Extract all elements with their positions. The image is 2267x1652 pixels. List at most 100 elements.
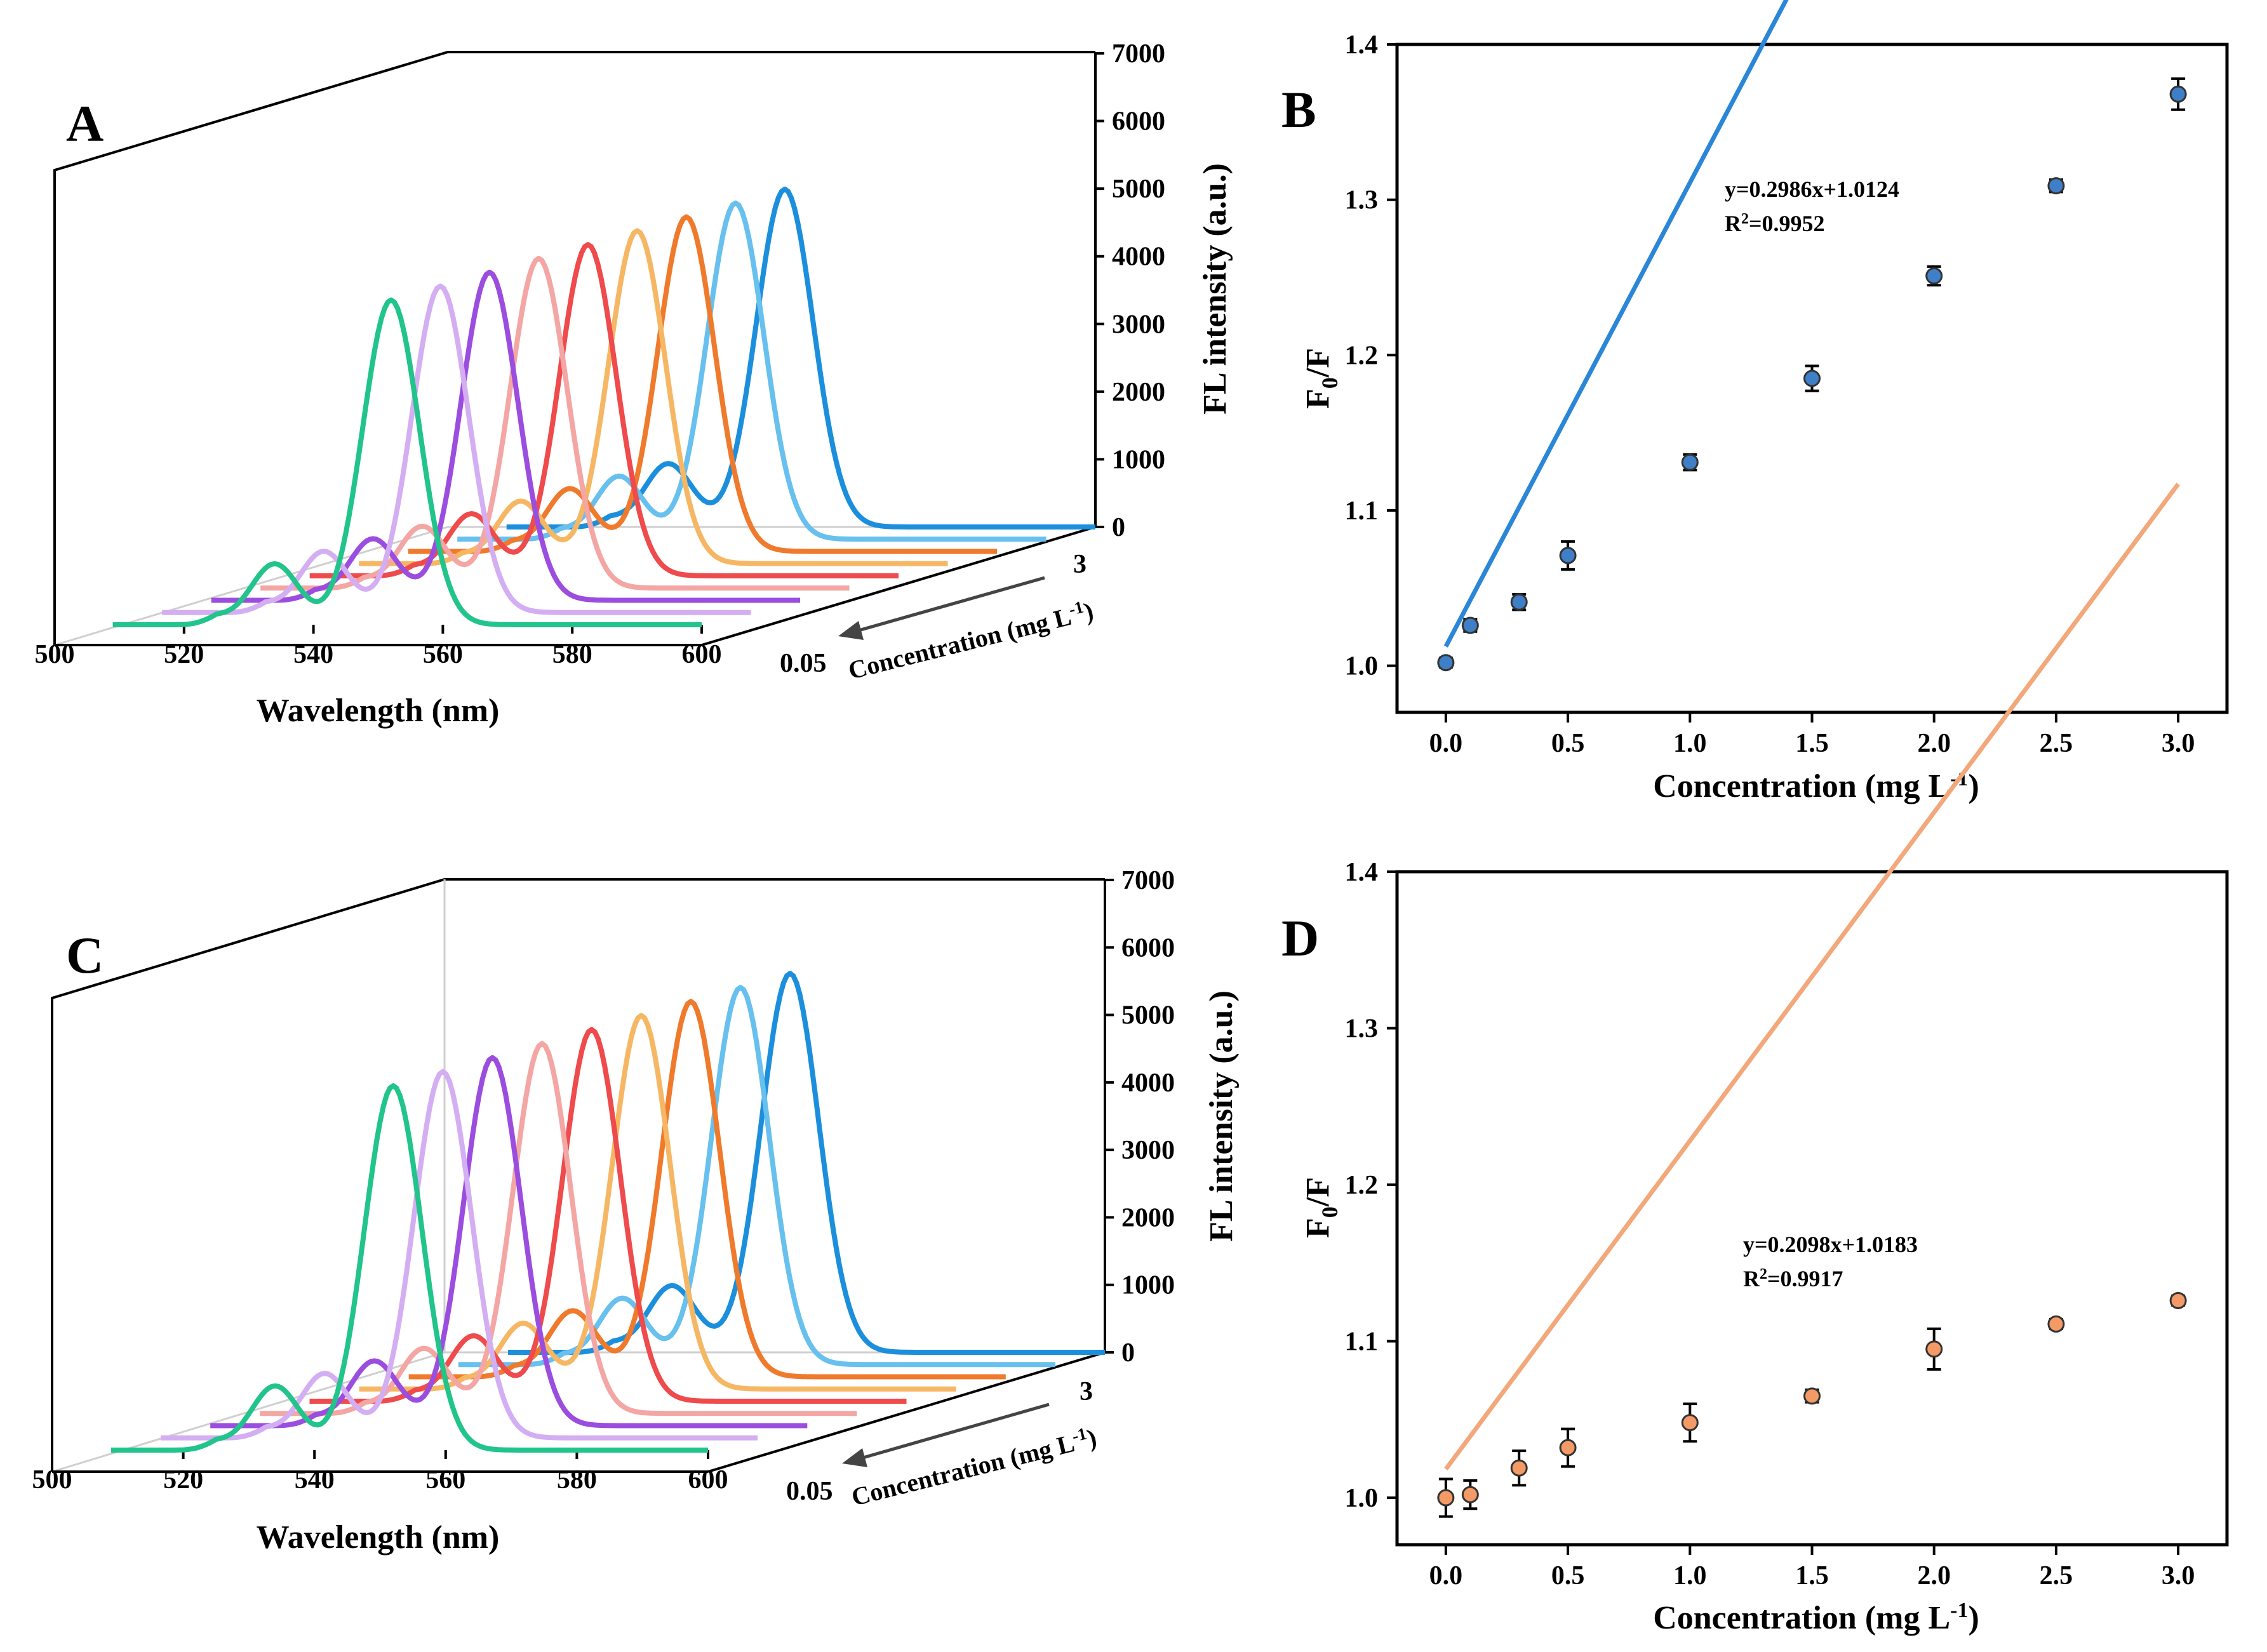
panel-b-x-tick-label: 3.0	[2162, 729, 2195, 758]
panel-a-spectra	[112, 187, 1095, 627]
panel-c-depth-tick-low: 0.05	[786, 1477, 833, 1506]
panel-b-x-tick-label: 2.5	[2040, 729, 2073, 758]
panel-d-point	[1461, 1479, 1479, 1510]
panel-a-spectrum-2	[162, 283, 751, 615]
data-marker	[1681, 1414, 1699, 1432]
panel-a-x-tick-label: 600	[682, 640, 722, 669]
panel-d-data-points	[1437, 1291, 2187, 1518]
panel-c-z-ticks: 0 1000 2000 3000 4000 5000 6000 7000	[1105, 866, 1175, 1368]
panel-a-x-tick-label: 560	[423, 640, 463, 669]
panel-d-x-tick-label: 1.0	[1673, 1561, 1707, 1590]
panel-b-point	[1461, 616, 1479, 634]
panel-d-x-tick-label: 0.5	[1551, 1561, 1585, 1590]
data-marker	[1510, 1459, 1528, 1477]
panel-b-r-squared: R2=0.9952	[1725, 211, 1825, 236]
panel-a-z-tick-label: 0	[1112, 513, 1125, 542]
panel-b-y-tick-label: 1.4	[1345, 30, 1379, 60]
panel-a-x-title: Wavelength (nm)	[257, 693, 500, 729]
panel-c-x-tick-label: 520	[163, 1465, 203, 1495]
panel-d-x-ticks: 0.0 0.5 1.0 1.5 2.0 2.5 3.0	[1429, 1545, 2195, 1590]
panel-d-point	[1925, 1327, 1943, 1371]
panel-a-x-tick-label: 580	[552, 640, 592, 669]
panel-b-letter: B	[1281, 81, 1316, 138]
panel-b-x-title: Concentration (mg L-1)	[1653, 767, 1979, 804]
data-marker	[1925, 267, 1943, 285]
data-marker	[1510, 593, 1528, 611]
panel-c-z-tick-label: 3000	[1121, 1136, 1175, 1165]
panel-b-point	[1681, 453, 1699, 472]
panel-c-spectrum-4	[260, 1041, 857, 1416]
panel-c: 500 520 540 560 580 600 0 1000 2000 3000 4000 5000…	[32, 866, 1240, 1555]
panel-a-spectrum-3	[211, 269, 800, 603]
panel-a-letter: A	[66, 95, 104, 152]
panel-c-z-tick-label: 4000	[1121, 1069, 1175, 1098]
panel-d-point	[1437, 1477, 1455, 1518]
panel-c-spectra	[111, 971, 1105, 1453]
panel-c-spectrum-2	[161, 1069, 758, 1441]
panel-d-point	[1510, 1449, 1528, 1487]
panel-a-z-tick-label: 1000	[1112, 445, 1165, 474]
panel-c-z-tick-label: 2000	[1121, 1203, 1175, 1232]
panel-b-y-tick-label: 1.3	[1345, 186, 1379, 215]
panel-b-data-points	[1437, 77, 2187, 672]
panel-d-point	[1803, 1387, 1821, 1405]
panel-b-point	[1559, 540, 1577, 571]
panel-b-x-ticks: 0.0 0.5 1.0 1.5 2.0 2.5 3.0	[1429, 712, 2195, 758]
panel-b-point	[1437, 654, 1455, 672]
panel-a-spectrum-7	[408, 214, 997, 554]
panel-d-x-tick-label: 2.0	[1917, 1561, 1951, 1590]
panel-a-x-tick-label: 520	[164, 640, 204, 669]
data-marker	[1437, 654, 1455, 672]
panel-b-y-ticks: 1.0 1.1 1.2 1.3 1.4	[1345, 30, 1397, 681]
panel-b-point	[1510, 593, 1528, 611]
panel-c-x-title: Wavelength (nm)	[257, 1519, 500, 1555]
data-marker	[2047, 1315, 2065, 1333]
data-marker	[1437, 1489, 1455, 1507]
panel-d-y-tick-label: 1.4	[1345, 858, 1379, 887]
panel-b-x-tick-label: 1.0	[1673, 729, 1707, 758]
panel-a-spectrum-4	[260, 256, 850, 591]
panel-c-z-tick-label: 0	[1121, 1338, 1135, 1368]
data-marker	[1461, 616, 1479, 634]
panel-a-spectrum-1	[112, 297, 702, 627]
data-marker	[1681, 453, 1699, 471]
panel-b-point	[1803, 364, 1821, 392]
panel-d-y-ticks: 1.0 1.1 1.2 1.3 1.4	[1345, 858, 1397, 1513]
panel-b-x-tick-label: 0.0	[1429, 729, 1463, 758]
panel-b-point	[1925, 265, 1943, 287]
panel-c-spectrum-1	[111, 1083, 708, 1453]
panel-d-equation: y=0.2098x+1.0183	[1743, 1232, 1918, 1257]
panel-c-depth-axis	[707, 1351, 1106, 1473]
panel-a-depth-title: Concentration (mg L-1)	[845, 595, 1096, 684]
panel-c-depth-tick-high: 3	[1080, 1377, 1093, 1406]
panel-d-x-tick-label: 2.5	[2040, 1561, 2073, 1590]
panel-c-x-tick-label: 560	[425, 1465, 465, 1495]
panel-a-z-tick-label: 3000	[1112, 310, 1165, 339]
panel-b-x-tick-label: 1.5	[1795, 729, 1829, 758]
panel-d-r-squared: R2=0.9917	[1743, 1266, 1843, 1291]
panel-c-x-tick-label: 540	[295, 1465, 335, 1495]
panel-c-depth-arrow	[842, 1402, 1050, 1467]
panel-a-spectrum-6	[359, 228, 948, 566]
panel-c-spectrum-5	[309, 1027, 907, 1404]
panel-c-3d-frame	[51, 878, 1105, 1472]
panel-c-x-ticks: 500 520 540 560 580 600	[32, 1450, 728, 1495]
panel-c-x-tick-label: 580	[557, 1465, 597, 1495]
panel-b: 0.0 0.5 1.0 1.5 2.0 2.5 3.0 1.01.11.21.31.4 B …	[1281, 0, 2229, 804]
panel-c-z-tick-label: 7000	[1121, 866, 1175, 895]
panel-b-equation: y=0.2986x+1.0124	[1725, 177, 1899, 202]
panel-a-x-tick-label: 500	[35, 640, 75, 669]
panel-d-point	[2169, 1291, 2187, 1309]
panel-a-spectrum-8	[457, 200, 1047, 542]
panel-c-x-tick-label: 500	[32, 1465, 72, 1495]
data-marker	[1559, 547, 1577, 564]
panel-d-plot-frame	[1395, 870, 2229, 1547]
panel-d-x-title: Concentration (mg L-1)	[1653, 1599, 1979, 1636]
panel-c-depth-title: Concentration (mg L-1)	[848, 1422, 1099, 1511]
panel-c-x-tick-label: 600	[688, 1465, 728, 1495]
panel-b-point	[2169, 77, 2187, 111]
panel-d-point	[2047, 1315, 2065, 1333]
panel-d-y-tick-label: 1.1	[1345, 1328, 1379, 1357]
panel-c-letter: C	[66, 926, 104, 984]
